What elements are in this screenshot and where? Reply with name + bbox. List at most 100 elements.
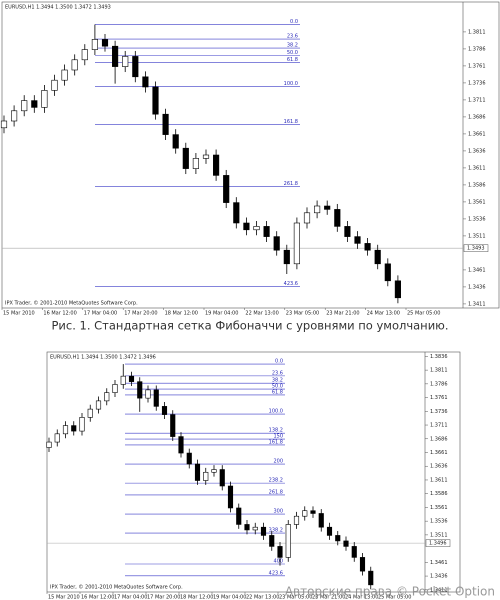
last-price-label: 1.3493 xyxy=(467,246,485,252)
candle-body xyxy=(223,175,230,203)
candle-body xyxy=(252,526,258,531)
candle-body xyxy=(81,49,88,61)
fib-level-label: 300 xyxy=(273,509,283,515)
candle-body xyxy=(142,76,149,88)
y-tick-label: 1.3686 xyxy=(468,114,486,120)
chart-header: EURUSD,H1 1.3494 1.3500 1.3472 1.3496 xyxy=(50,355,156,361)
candle-body xyxy=(293,222,300,265)
y-tick-label: 1.3711 xyxy=(430,423,448,429)
candle-body xyxy=(364,243,371,251)
y-tick-label: 1.3561 xyxy=(468,199,486,205)
x-tick-label: 23 Mar 21:00 xyxy=(326,311,359,317)
candle-body xyxy=(243,222,250,231)
candle-body xyxy=(260,526,267,536)
candle-body xyxy=(46,441,52,448)
y-tick-label: 1.3811 xyxy=(468,29,486,35)
fib-level-label: 38.2 xyxy=(272,378,283,384)
fib-level-label: 23.6 xyxy=(272,370,283,376)
candle-body xyxy=(104,392,110,402)
candle-body xyxy=(162,113,169,135)
x-tick-label: 15 Mar 2010 xyxy=(48,595,80,600)
candle-body xyxy=(71,59,78,71)
candle-body xyxy=(192,158,199,169)
candle-body xyxy=(213,154,220,176)
candle-body xyxy=(227,485,234,509)
candle-body xyxy=(112,384,118,393)
fib-level-label: 100.0 xyxy=(284,81,298,87)
x-tick-label: 17 Mar 04:00 xyxy=(84,311,117,317)
fib-level-label: 61.8 xyxy=(272,389,283,395)
x-tick-label: 24 Mar 13:00 xyxy=(345,595,378,600)
candle-body xyxy=(120,375,126,385)
candle-body xyxy=(137,381,143,399)
candle-body xyxy=(178,436,184,454)
candle-body xyxy=(211,469,217,473)
candle-body xyxy=(170,414,176,437)
fib-level-label: 0.0 xyxy=(275,359,283,365)
candle-body xyxy=(314,205,321,214)
y-tick-label: 1.3411 xyxy=(468,301,486,307)
x-tick-label: 24 Mar 13:00 xyxy=(367,311,400,317)
candle-body xyxy=(394,280,401,299)
y-tick-label: 1.3661 xyxy=(468,131,486,137)
candle-body xyxy=(31,100,38,108)
candle-body xyxy=(41,90,48,108)
candle-body xyxy=(186,452,192,465)
y-tick-label: 1.3586 xyxy=(430,491,448,497)
candle-body xyxy=(335,535,341,542)
x-tick-label: 23 Mar 05:00 xyxy=(279,595,312,600)
candle-body xyxy=(87,408,93,418)
candle-body xyxy=(161,406,168,415)
candle-body xyxy=(132,56,139,78)
candle-body xyxy=(359,557,366,572)
candle-body xyxy=(203,471,209,481)
caption: Рис. 1. Стандартная сетка Фибоначчи с ур… xyxy=(51,319,448,333)
fib-level-label: 23.6 xyxy=(287,34,298,40)
y-tick-label: 1.3411 xyxy=(430,587,448,593)
fib-level-label: 261.8 xyxy=(284,181,298,187)
x-tick-label: 18 Mar 12:00 xyxy=(180,595,213,600)
x-tick-label: 18 Mar 12:00 xyxy=(165,311,198,317)
fib-level-label: 161.8 xyxy=(284,119,298,125)
candle-body xyxy=(11,110,18,122)
y-tick-label: 1.3436 xyxy=(430,574,448,580)
candle-body xyxy=(324,205,331,210)
last-price-label: 1.3496 xyxy=(429,541,447,547)
candle-body xyxy=(303,212,311,224)
fib-level-label: 150 xyxy=(273,434,283,440)
candle-body xyxy=(152,86,159,115)
candle-body xyxy=(153,389,159,407)
candle-body xyxy=(194,463,201,481)
candle-body xyxy=(101,39,109,47)
candle-body xyxy=(343,540,349,547)
fib-level-label: 400 xyxy=(273,558,283,564)
candle-body xyxy=(344,226,351,237)
candle-body xyxy=(244,524,250,531)
candle-body xyxy=(219,469,225,487)
y-tick-label: 1.3536 xyxy=(468,216,486,222)
fib-level-label: 100.0 xyxy=(269,409,283,415)
fib-level-label: 50.0 xyxy=(272,384,283,390)
y-tick-label: 1.3711 xyxy=(468,97,486,103)
watermark: Авторские права © Pocket Option xyxy=(285,585,495,599)
candle-body xyxy=(145,389,151,399)
candle-body xyxy=(269,535,275,547)
x-tick-label: 16 Mar 12:00 xyxy=(81,595,114,600)
candle-body xyxy=(283,249,290,265)
y-tick-label: 1.3511 xyxy=(468,233,486,239)
x-tick-label: 17 Mar 20:00 xyxy=(147,595,180,600)
last-price-box xyxy=(425,539,451,547)
candle-body xyxy=(318,513,324,528)
y-tick-label: 1.3836 xyxy=(430,354,448,360)
x-tick-label: 16 Mar 12:00 xyxy=(43,311,76,317)
candle-body xyxy=(182,147,189,169)
x-tick-label: 25 Mar 05:00 xyxy=(378,595,411,600)
candle-body xyxy=(326,526,333,536)
candle-body xyxy=(51,79,58,91)
fib-level-label: 423.6 xyxy=(269,570,283,576)
fib-level-label: 61.8 xyxy=(287,57,298,63)
candle-body xyxy=(202,154,210,159)
